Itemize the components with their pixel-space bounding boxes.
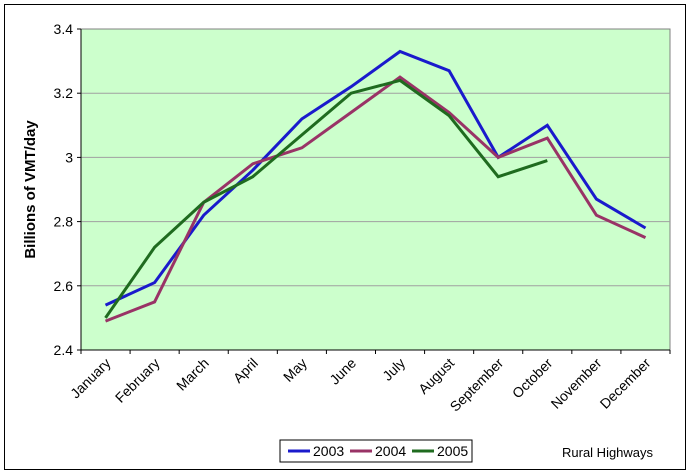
y-tick-label: 3.4	[54, 21, 74, 37]
x-tick-label: October	[509, 355, 556, 402]
legend-box	[279, 439, 473, 463]
y-tick-label: 2.8	[54, 214, 74, 230]
chart-annotation: Rural Highways	[562, 445, 654, 460]
legend-label-2004: 2004	[375, 443, 406, 459]
y-tick-label: 2.4	[54, 342, 74, 358]
y-tick-label: 3	[65, 149, 73, 165]
series-line-2004	[104, 75, 647, 323]
y-tick-label: 3.2	[54, 85, 74, 101]
legend: 2003 2004 2005	[279, 439, 473, 463]
x-tick-label: June	[326, 355, 359, 388]
x-tick-label: July	[379, 355, 408, 384]
x-tick-label: September	[447, 355, 507, 415]
legend-label-2005: 2005	[437, 443, 468, 459]
y-axis-title: Billions of VMT/day	[22, 120, 39, 259]
legend-label-2003: 2003	[313, 443, 344, 459]
x-tick-label: January	[67, 355, 114, 402]
series-line-2003	[104, 49, 647, 307]
x-tick-label: April	[230, 355, 261, 386]
x-tick-label: May	[280, 355, 310, 385]
x-tick-label: February	[112, 355, 163, 406]
plot-area	[80, 28, 671, 351]
x-tick-label: December	[597, 355, 654, 412]
series-line-2005	[104, 78, 548, 319]
x-tick-label: March	[173, 355, 212, 394]
series-lines	[104, 49, 647, 323]
x-tick-label: November	[548, 355, 605, 412]
x-tick-label: August	[415, 355, 457, 397]
y-tick-label: 2.6	[54, 278, 74, 294]
